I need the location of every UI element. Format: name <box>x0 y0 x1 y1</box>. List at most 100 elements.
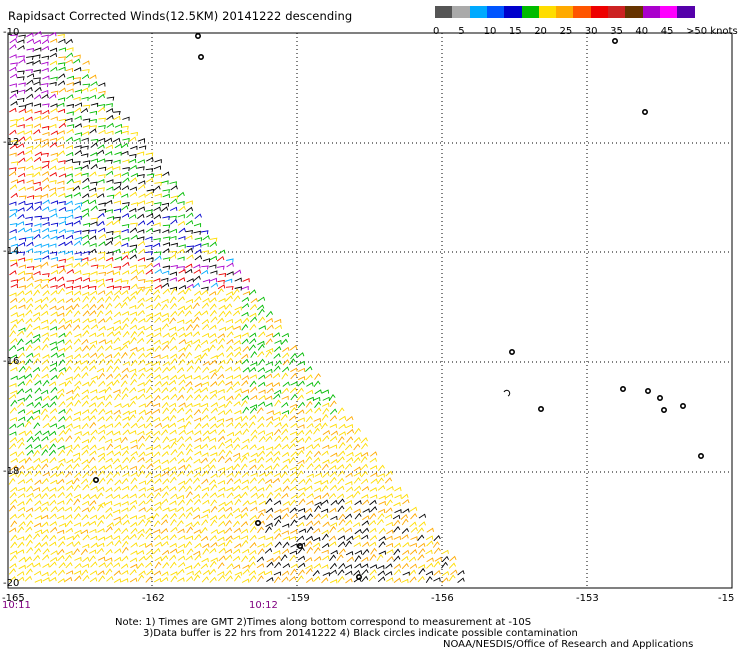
wind-barb <box>66 94 74 100</box>
wind-barb <box>97 256 106 261</box>
wind-barb <box>401 555 409 562</box>
wind-barb <box>129 248 137 253</box>
wind-barb <box>9 73 18 79</box>
wind-barb <box>385 521 393 527</box>
wind-barb <box>74 67 82 72</box>
wind-barb <box>64 380 72 387</box>
wind-barb <box>17 576 25 583</box>
wind-barb <box>136 236 145 241</box>
wind-barb <box>345 578 353 584</box>
wind-barb <box>146 332 154 338</box>
wind-barb <box>17 493 26 499</box>
wind-barb <box>97 104 106 109</box>
wind-barb <box>73 505 81 513</box>
wind-barb <box>105 534 113 540</box>
wind-barb <box>26 436 34 443</box>
wind-barb <box>321 542 330 549</box>
wind-barb <box>200 269 209 275</box>
wind-barb <box>208 290 217 296</box>
wind-barb <box>274 443 282 450</box>
wind-barb <box>121 280 129 285</box>
wind-barb <box>9 44 17 50</box>
wind-barb <box>353 569 361 576</box>
wind-barb <box>154 158 162 164</box>
wind-barb <box>154 268 162 274</box>
wind-barb <box>41 444 49 451</box>
wind-barb <box>49 367 57 373</box>
island-marker <box>503 389 511 397</box>
wind-barb <box>66 124 75 129</box>
wind-barb <box>161 485 169 492</box>
wind-barb <box>137 430 145 436</box>
wind-barb <box>322 521 330 527</box>
wind-barb <box>282 458 291 463</box>
wind-barb <box>96 352 105 359</box>
wind-barb <box>162 444 171 450</box>
scale-label: >50 knots <box>686 26 738 37</box>
wind-barb <box>192 477 200 484</box>
wind-barb <box>17 526 25 533</box>
wind-barb <box>146 337 154 344</box>
wind-barb <box>240 455 248 463</box>
wind-barb <box>49 521 57 527</box>
wind-barb <box>202 235 210 241</box>
wind-barb <box>210 529 219 534</box>
wind-barb <box>130 395 138 401</box>
wind-barb <box>41 506 49 513</box>
wind-barb <box>344 499 353 505</box>
wind-barb <box>65 354 73 360</box>
wind-barb <box>49 513 57 520</box>
wind-barb <box>249 575 257 582</box>
wind-barb <box>378 550 386 555</box>
wind-barb <box>74 270 82 275</box>
scale-swatch <box>504 6 522 18</box>
wind-barb <box>306 526 314 533</box>
wind-barb <box>137 278 146 283</box>
wind-barb <box>289 415 297 421</box>
wind-barb <box>169 235 177 241</box>
wind-barb <box>136 269 145 275</box>
wind-barb <box>154 345 162 352</box>
wind-barb <box>49 408 58 414</box>
wind-barb <box>33 325 41 331</box>
wind-barb <box>216 422 225 428</box>
wind-barb <box>146 173 155 178</box>
wind-barb <box>129 153 137 158</box>
wind-barb <box>81 365 89 372</box>
wind-barb <box>122 317 130 324</box>
wind-barb <box>281 548 290 555</box>
wind-barb <box>113 234 121 239</box>
wind-barb <box>288 536 297 541</box>
wind-barb <box>34 86 42 93</box>
wind-barb <box>130 521 138 528</box>
wind-barb <box>49 297 57 304</box>
wind-barb <box>41 571 49 577</box>
wind-barb <box>360 478 369 485</box>
wind-barb <box>65 173 73 178</box>
wind-barb <box>96 297 105 304</box>
wind-barb <box>42 75 50 80</box>
wind-barb <box>232 555 241 562</box>
wind-barb <box>346 457 354 463</box>
wind-barb <box>98 456 106 463</box>
wind-barb <box>137 435 145 442</box>
wind-barb <box>57 485 65 492</box>
wind-barb <box>121 150 129 156</box>
wind-barb <box>25 69 33 74</box>
wind-barb <box>122 429 130 436</box>
wind-barb <box>65 423 73 429</box>
wind-barb <box>162 265 171 270</box>
wind-barb <box>10 100 18 106</box>
wind-barb <box>66 449 74 456</box>
wind-barb <box>114 191 122 197</box>
wind-barb <box>297 417 305 422</box>
wind-barb <box>10 534 18 541</box>
wind-barb <box>122 410 130 416</box>
wind-barb <box>209 535 217 541</box>
wind-barb <box>105 290 113 297</box>
wind-barb <box>241 302 250 309</box>
wind-barb <box>290 381 298 386</box>
wind-barb <box>161 555 169 562</box>
wind-barb <box>130 484 138 491</box>
wind-barb <box>26 409 34 416</box>
